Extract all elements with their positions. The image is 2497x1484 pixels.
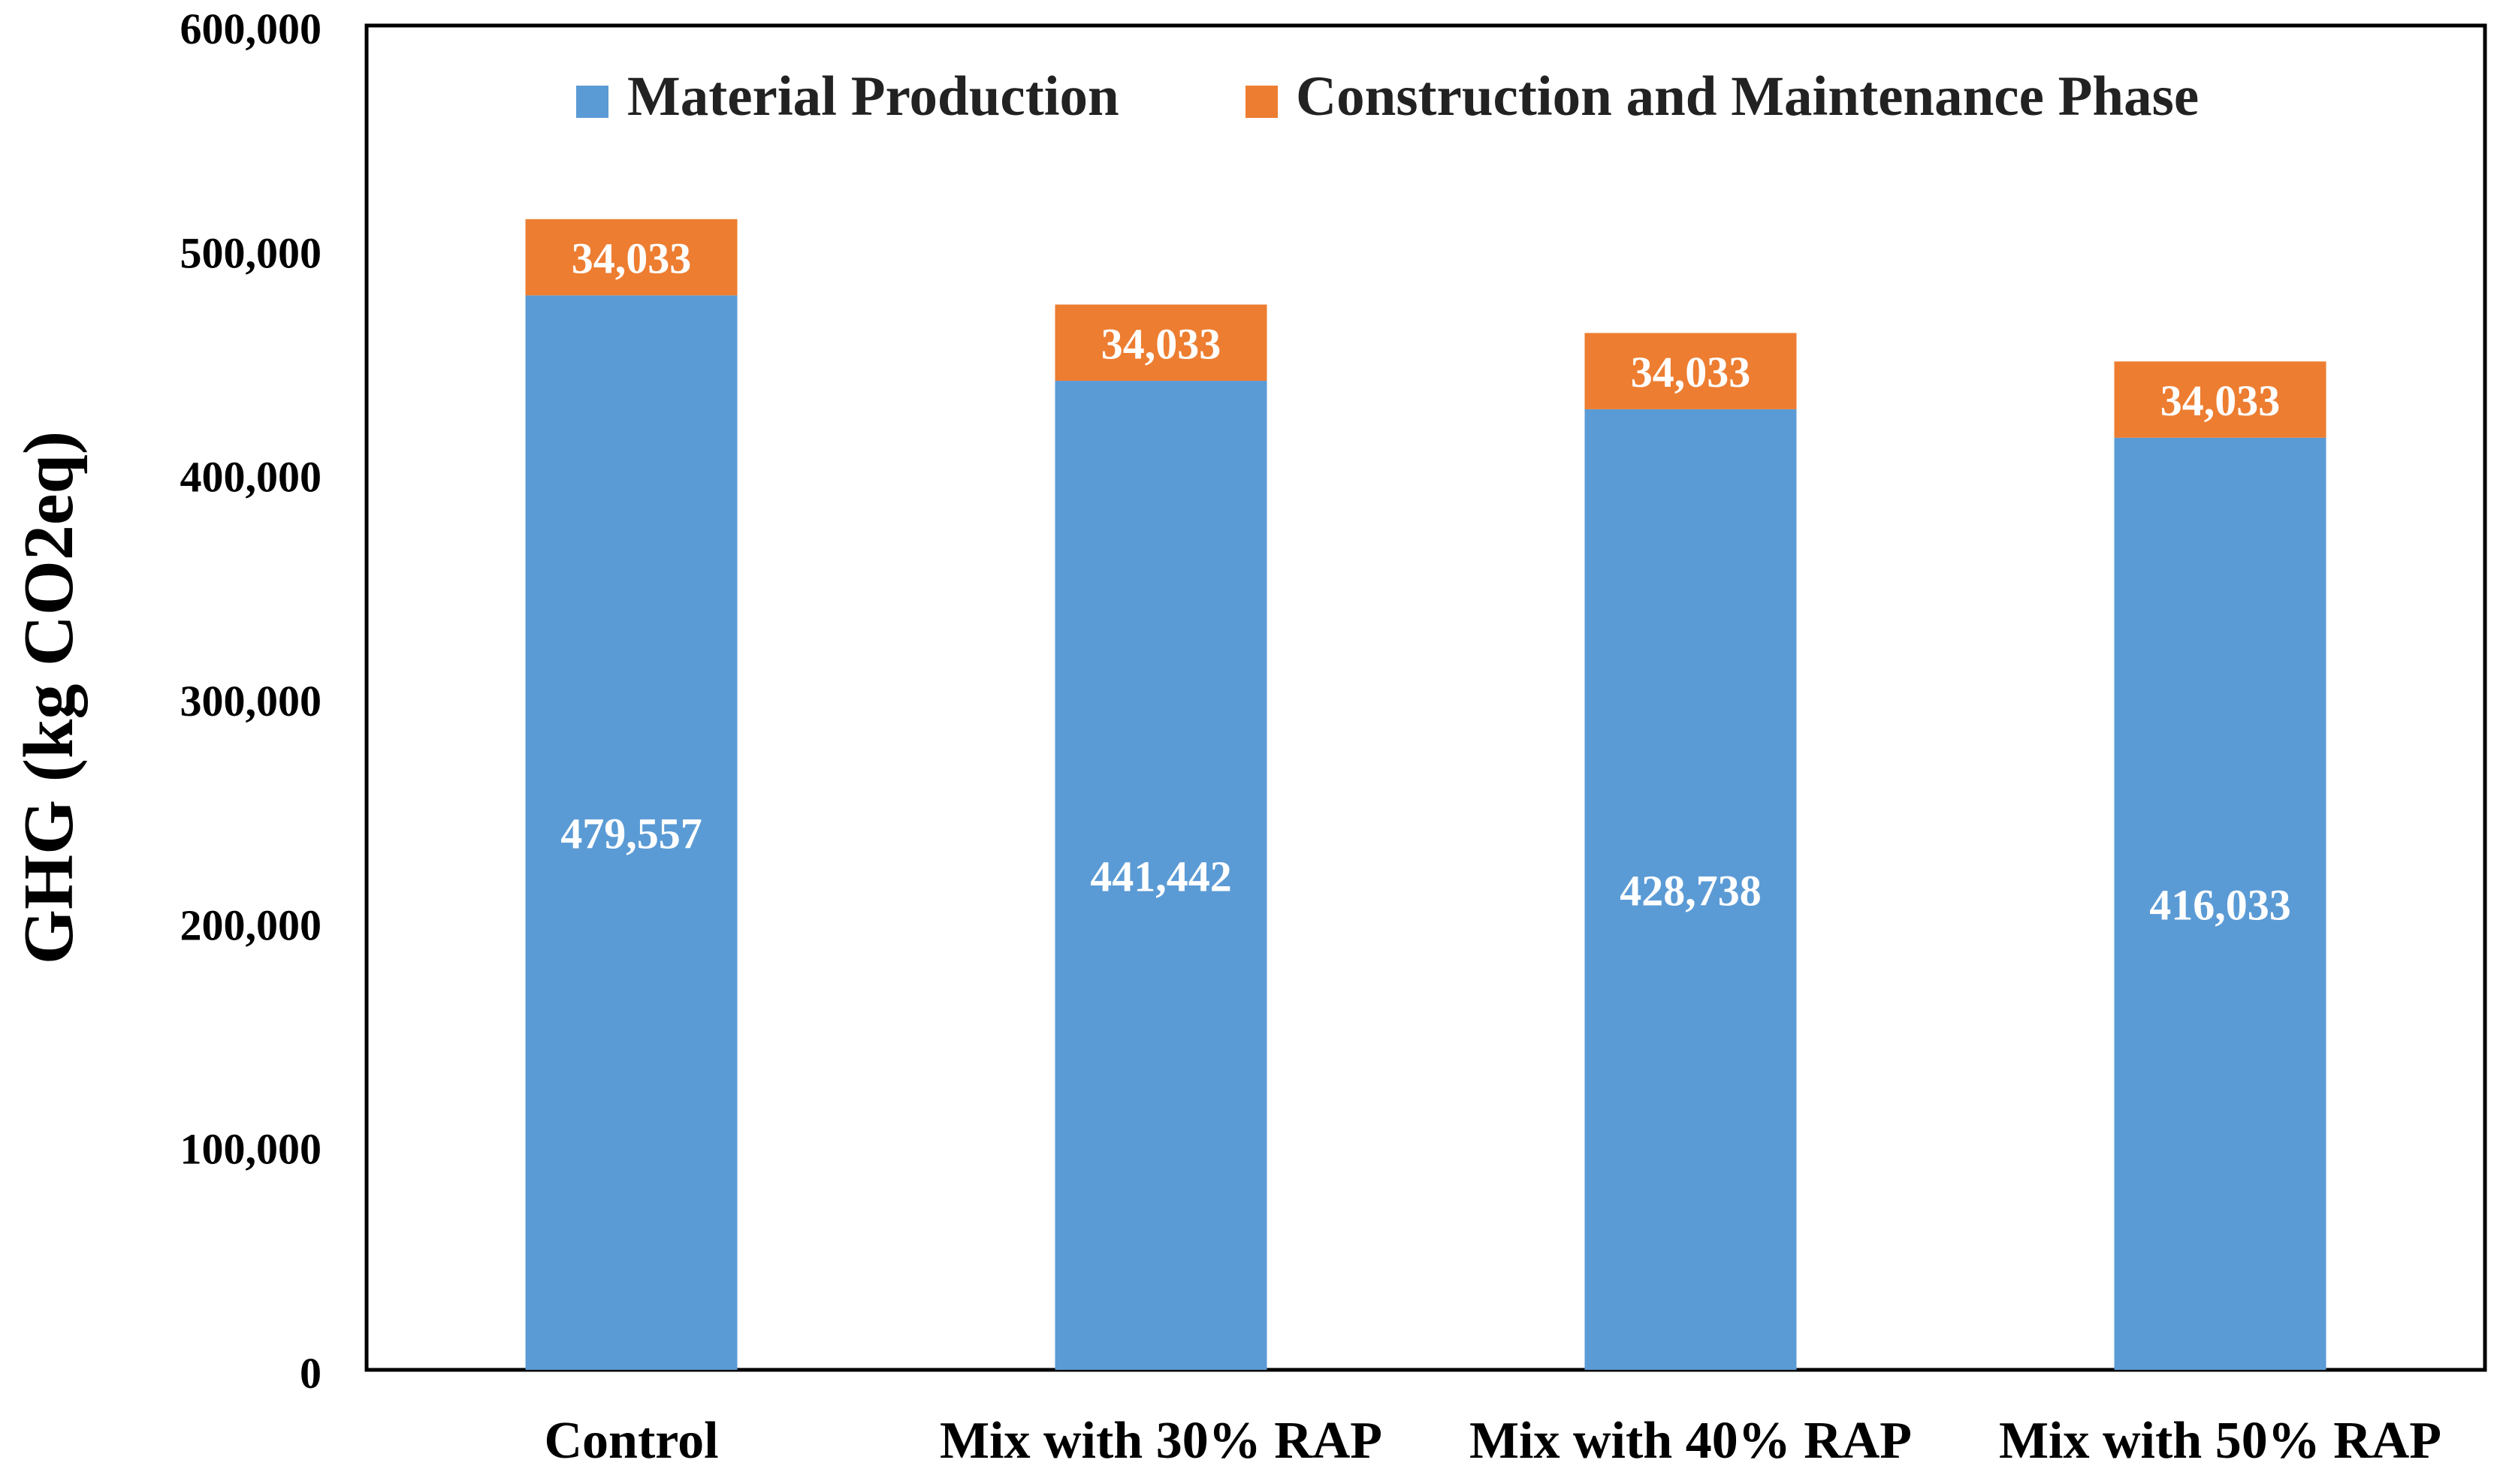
bar-construction-maintenance <box>2114 361 2326 438</box>
x-tick-label: Control <box>544 1412 718 1470</box>
y-tick-label: 100,000 <box>180 1125 322 1174</box>
y-tick-label: 200,000 <box>180 900 322 949</box>
x-axis: Control Mix with 30% RAP Mix with 40% RAP M… <box>544 1412 2441 1470</box>
legend: Material Production Construction and Mai… <box>576 65 2199 128</box>
y-tick-label: 400,000 <box>180 453 322 502</box>
y-tick-label: 500,000 <box>180 228 322 277</box>
data-label-material-production: 479,557 <box>560 810 702 858</box>
x-tick-label: Mix with 50% RAP <box>1999 1412 2441 1470</box>
bar-construction-maintenance <box>1584 333 1797 409</box>
bar-material-production <box>525 295 738 1370</box>
legend-label-material-production: Material Production <box>627 65 1119 128</box>
y-axis: 0 100,000 200,000 300,000 400,000 500,000 600,… <box>180 5 322 1398</box>
plot-frame <box>364 23 2487 1372</box>
data-label-material-production: 441,442 <box>1090 852 1232 901</box>
data-label-material-production: 428,738 <box>1620 866 1762 915</box>
y-axis-title: GHG (kg CO2eq) <box>10 431 88 964</box>
y-tick-label: 300,000 <box>180 677 322 725</box>
data-label-material-production: 416,033 <box>2149 880 2291 929</box>
x-tick-label: Mix with 40% RAP <box>1469 1412 1912 1470</box>
bar-construction-maintenance <box>1055 304 1267 382</box>
x-tick-label: Mix with 30% RAP <box>940 1412 1382 1470</box>
bar-material-production <box>2114 437 2326 1370</box>
y-tick-label: 0 <box>300 1349 322 1398</box>
legend-swatch-construction-maintenance <box>1245 86 1278 118</box>
data-label-construction-maintenance: 34,033 <box>2160 376 2281 425</box>
data-label-construction-maintenance: 34,033 <box>572 234 692 283</box>
bar-construction-maintenance <box>525 219 738 296</box>
legend-label-construction-maintenance: Construction and Maintenance Phase <box>1296 65 2199 128</box>
bar-material-production <box>1584 409 1797 1370</box>
data-labels-layer: 479,557 34,033 441,442 34,033 428,738 34,033 4… <box>560 234 2291 930</box>
bars-layer <box>525 219 2326 1370</box>
y-tick-label: 600,000 <box>180 5 322 53</box>
bar-material-production <box>1055 381 1267 1370</box>
data-label-construction-maintenance: 34,033 <box>1101 319 1221 368</box>
legend-swatch-material-production <box>576 86 608 118</box>
data-label-construction-maintenance: 34,033 <box>1631 348 1751 397</box>
